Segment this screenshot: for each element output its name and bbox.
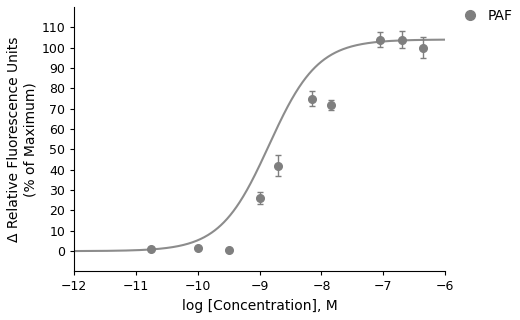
X-axis label: log [Concentration], M: log [Concentration], M <box>182 299 337 313</box>
Y-axis label: Δ Relative Fluorescence Units
(% of Maximum): Δ Relative Fluorescence Units (% of Maxi… <box>7 36 37 242</box>
Legend: PAF: PAF <box>456 9 513 23</box>
